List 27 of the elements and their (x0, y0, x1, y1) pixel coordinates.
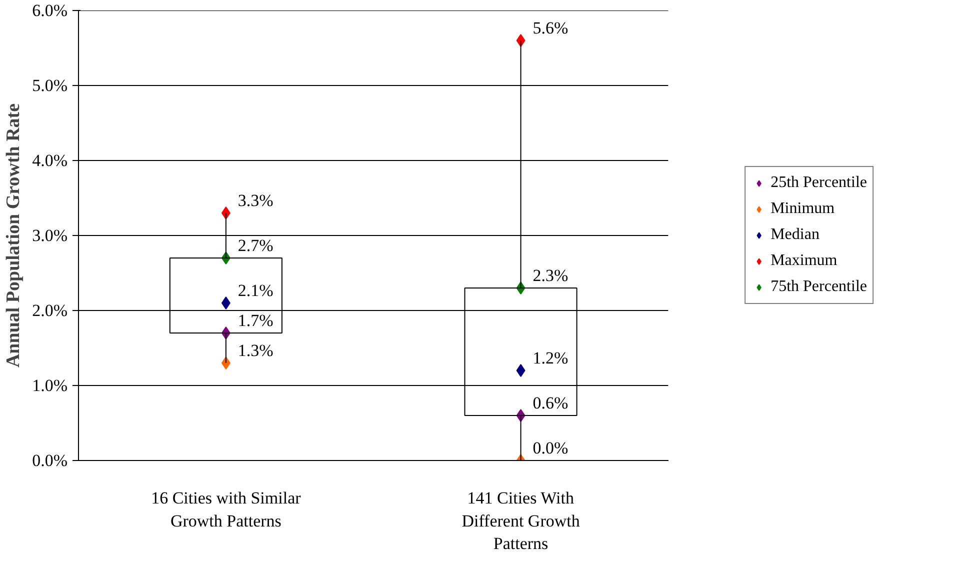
point (516, 364, 526, 377)
y-axis-title: Annual Population Growth Rate (3, 103, 24, 368)
data-label: 0.0% (532, 438, 568, 458)
y-tick-label: 2.0% (32, 301, 68, 320)
y-tick-label: 6.0% (32, 1, 68, 20)
y-tick-label: 5.0% (32, 76, 68, 95)
y-tick-label: 4.0% (32, 151, 68, 170)
x-tick-label: 141 Cities With Different Growth Patterns (462, 488, 580, 554)
legend-label: 75th Percentile (770, 278, 867, 296)
data-label: 1.3% (238, 341, 274, 360)
point (221, 296, 230, 310)
legend-label: Minimum (770, 200, 835, 218)
y-tick-label: 1.0% (32, 376, 68, 395)
data-label: 2.1% (238, 281, 274, 300)
data-label: 2.7% (238, 236, 274, 255)
data-label: 2.3% (532, 266, 568, 285)
x-tick-label: 16 Cities with Similar Growth Patterns (151, 488, 302, 530)
data-label: 5.6% (532, 18, 568, 38)
legend-label: Median (770, 226, 820, 244)
data-label: 1.7% (238, 311, 274, 330)
y-tick-label: 0.0% (32, 451, 68, 470)
legend-label: 25th Percentile (770, 174, 867, 192)
data-label: 3.3% (238, 191, 274, 210)
legend-label: Maximum (770, 252, 838, 270)
y-tick-label: 3.0% (32, 226, 68, 245)
data-label: 0.6% (532, 394, 568, 412)
data-label: 1.2% (532, 348, 568, 368)
